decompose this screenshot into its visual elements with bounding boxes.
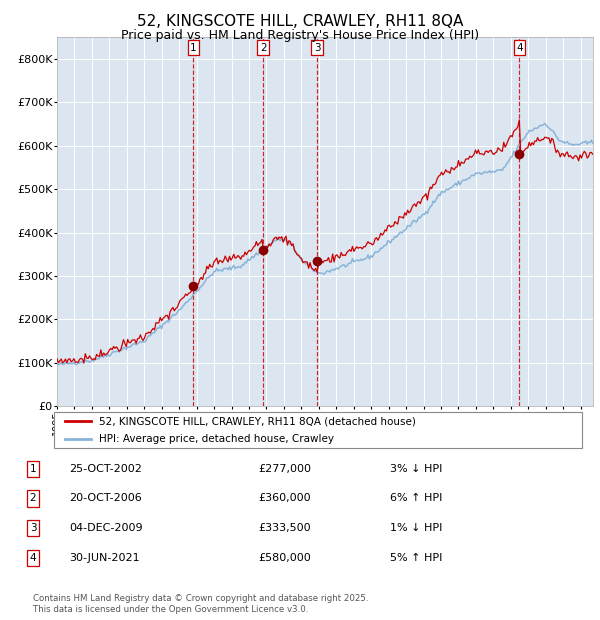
Text: 04-DEC-2009: 04-DEC-2009	[69, 523, 143, 533]
Text: £333,500: £333,500	[258, 523, 311, 533]
Text: 2: 2	[29, 494, 37, 503]
Text: Price paid vs. HM Land Registry's House Price Index (HPI): Price paid vs. HM Land Registry's House …	[121, 29, 479, 42]
Text: 52, KINGSCOTE HILL, CRAWLEY, RH11 8QA: 52, KINGSCOTE HILL, CRAWLEY, RH11 8QA	[137, 14, 463, 29]
Text: 6% ↑ HPI: 6% ↑ HPI	[390, 494, 442, 503]
Text: 1: 1	[190, 43, 197, 53]
Text: 5% ↑ HPI: 5% ↑ HPI	[390, 553, 442, 563]
Text: HPI: Average price, detached house, Crawley: HPI: Average price, detached house, Craw…	[99, 433, 334, 444]
FancyBboxPatch shape	[54, 412, 582, 448]
Text: 1: 1	[29, 464, 37, 474]
Text: 25-OCT-2002: 25-OCT-2002	[69, 464, 142, 474]
Text: 3% ↓ HPI: 3% ↓ HPI	[390, 464, 442, 474]
Text: 20-OCT-2006: 20-OCT-2006	[69, 494, 142, 503]
Text: 52, KINGSCOTE HILL, CRAWLEY, RH11 8QA (detached house): 52, KINGSCOTE HILL, CRAWLEY, RH11 8QA (d…	[99, 417, 416, 427]
Text: £580,000: £580,000	[258, 553, 311, 563]
Text: 30-JUN-2021: 30-JUN-2021	[69, 553, 140, 563]
Text: 3: 3	[29, 523, 37, 533]
Text: £277,000: £277,000	[258, 464, 311, 474]
Text: 4: 4	[29, 553, 37, 563]
Text: 1% ↓ HPI: 1% ↓ HPI	[390, 523, 442, 533]
Text: Contains HM Land Registry data © Crown copyright and database right 2025.
This d: Contains HM Land Registry data © Crown c…	[33, 595, 368, 614]
Text: 3: 3	[314, 43, 321, 53]
Text: 2: 2	[260, 43, 266, 53]
Text: 4: 4	[516, 43, 523, 53]
Text: £360,000: £360,000	[258, 494, 311, 503]
